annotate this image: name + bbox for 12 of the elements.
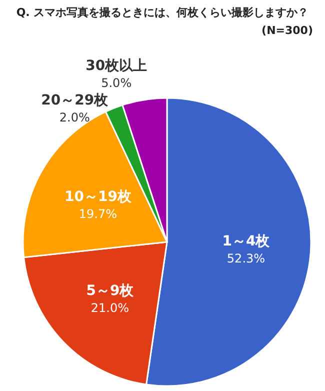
data-label: 5.0% xyxy=(101,76,132,90)
data-label: 19.7% xyxy=(78,207,118,222)
slice-label: 20～29枚 xyxy=(41,92,110,109)
data-label: 21.0% xyxy=(90,300,130,315)
data-label: 2.0% xyxy=(59,110,90,125)
data-label: 52.3% xyxy=(226,252,266,266)
slice-label: 5～9枚 xyxy=(86,282,135,299)
slice-label: 10～19枚 xyxy=(64,189,132,206)
slice-label: 1～4枚 xyxy=(222,234,271,250)
slice-label: 30枚以上 xyxy=(86,58,148,74)
chart-title: Q. スマホ写真を撮るときには、何枚くらい撮影しますか？ xyxy=(16,6,309,19)
chart-subtitle: (N=300) xyxy=(262,24,313,37)
